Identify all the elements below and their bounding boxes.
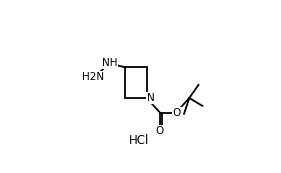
Text: O: O [156, 126, 164, 136]
Text: HCl: HCl [128, 134, 149, 147]
Text: NH: NH [102, 58, 117, 68]
Text: O: O [173, 108, 181, 118]
Text: H2N: H2N [82, 72, 104, 82]
Text: N: N [147, 93, 155, 103]
